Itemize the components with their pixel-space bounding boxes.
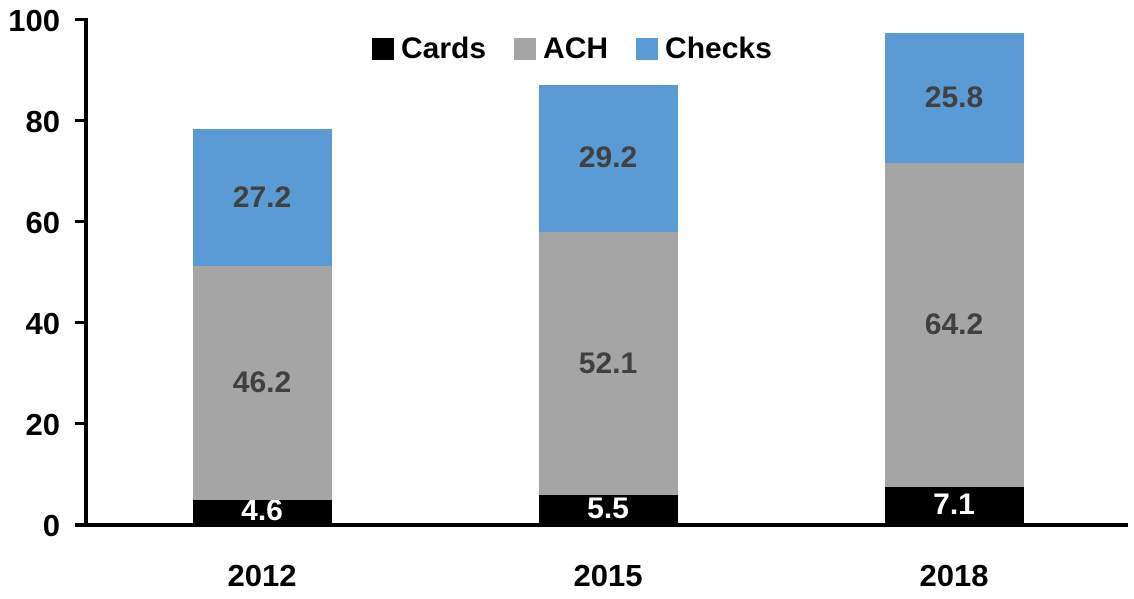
legend: Cards ACH Checks: [372, 34, 772, 64]
legend-swatch-ach: [514, 38, 537, 60]
x-axis-label-2012: 2012: [227, 558, 297, 593]
bar-value-label: 29.2: [578, 141, 638, 175]
bar-segment-cards-2015: 5.5: [538, 492, 678, 526]
bar-segment-ach-2018: 64.2: [884, 162, 1024, 488]
legend-swatch-cards: [372, 38, 394, 60]
y-axis-tick-label: 40: [25, 306, 60, 341]
y-axis-tick: [75, 220, 88, 223]
legend-item-cards: Cards: [372, 34, 486, 64]
legend-label-checks: Checks: [665, 32, 772, 65]
bar-segment-cards-2018: 7.1: [884, 487, 1024, 523]
bar-segment-ach-2012: 46.2: [192, 266, 332, 500]
y-axis-tick-label: 20: [25, 407, 60, 442]
legend-label-ach: ACH: [543, 32, 609, 65]
y-axis-tick-label: 60: [25, 205, 60, 240]
y-axis-tick: [75, 18, 88, 21]
bar-segment-checks-2012: 27.2: [192, 129, 332, 267]
y-axis-tick-label: 0: [42, 508, 60, 543]
legend-item-ach: ACH: [514, 34, 608, 64]
bar-segment-cards-2012: 4.6: [192, 496, 332, 526]
bar-segment-checks-2018: 25.8: [884, 32, 1024, 163]
bar-value-label: 25.8: [924, 80, 984, 114]
bar-value-label: 5.5: [587, 492, 629, 526]
bar-value-label: 52.1: [578, 346, 638, 380]
y-axis-tick: [75, 119, 88, 122]
x-axis-label-2018: 2018: [919, 558, 989, 593]
y-axis-tick: [75, 321, 88, 324]
legend-swatch-checks: [636, 38, 659, 60]
y-axis-tick: [75, 523, 88, 526]
bar-value-label: 64.2: [924, 308, 984, 342]
y-axis-tick: [75, 422, 88, 425]
bar-segment-ach-2015: 52.1: [538, 232, 678, 496]
y-axis-tick-label: 80: [25, 104, 60, 139]
legend-item-checks: Checks: [636, 34, 772, 64]
x-axis-label-2015: 2015: [573, 558, 643, 593]
bar-value-label: 27.2: [232, 180, 292, 214]
y-axis-line: [84, 18, 88, 527]
bar-value-label: 46.2: [232, 366, 292, 400]
legend-label-cards: Cards: [401, 32, 487, 65]
bar-segment-checks-2015: 29.2: [538, 84, 678, 233]
bar-value-label: 7.1: [933, 488, 975, 522]
y-axis-tick-label: 100: [8, 3, 60, 38]
x-axis-line: [75, 523, 1128, 527]
bar-value-label: 4.6: [241, 494, 283, 528]
